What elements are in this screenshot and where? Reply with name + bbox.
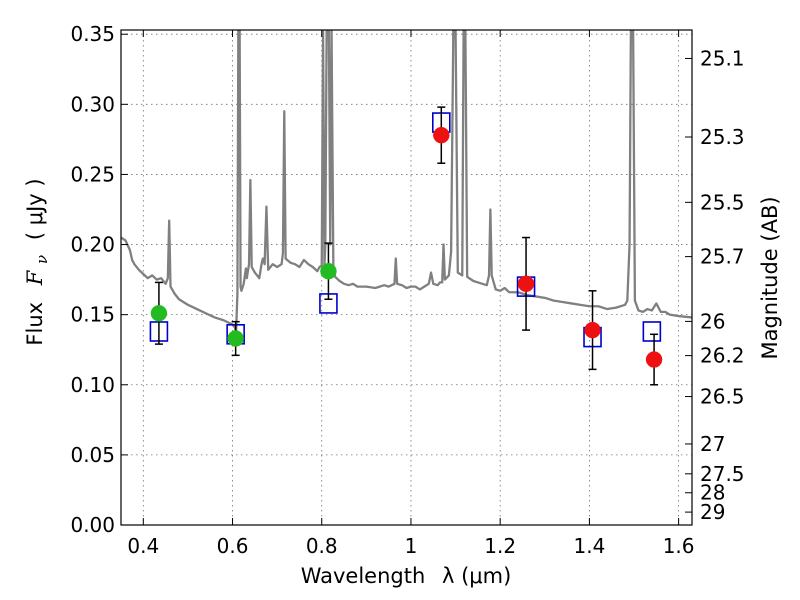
y-tick-label: 0.20 — [70, 233, 115, 257]
plot-frame — [120, 29, 693, 526]
model-box-marker — [642, 321, 662, 342]
y-axis-title-unit: ( μJy ) — [23, 178, 47, 240]
y2-tick-label: 27.5 — [700, 462, 745, 486]
green-point — [227, 330, 244, 347]
green-point — [320, 262, 337, 280]
x-tick-label: 1.4 — [573, 534, 605, 558]
y2-tick-label: 25.3 — [700, 125, 745, 149]
spectrum-line — [121, 30, 692, 333]
y-axis-title-text: Flux — [23, 302, 47, 346]
y2-tick-label: 28 — [700, 481, 725, 505]
red-point — [517, 275, 535, 293]
y-axis-title-math: F — [23, 269, 47, 286]
y2-tick-label: 26 — [700, 309, 725, 333]
y2-tick-label: 25.7 — [700, 245, 745, 269]
x-tick-label: 0.8 — [306, 534, 338, 558]
y-tick-label: 0.35 — [70, 22, 115, 46]
y-tick-label: 0.10 — [70, 373, 115, 397]
y-tick-label: 0.05 — [70, 443, 115, 467]
ticks-layer: 0.4 0.6 0.8 1 1.2 1.4 1.6 0.00 0.05 0.10 0.15 0.20 0… — [70, 22, 744, 558]
y-tick-label: 0.00 — [70, 513, 115, 537]
spectrum-layer — [121, 30, 692, 333]
x-tick-label: 0.4 — [127, 534, 159, 558]
y2-axis-title: Magnitude (AB) — [758, 196, 782, 359]
x-tick-label: 0.6 — [217, 534, 249, 558]
y2-tick-label: 27 — [700, 432, 725, 456]
grid-layer — [121, 30, 692, 526]
x-axis-title: Wavelength λ (μm) — [301, 564, 512, 588]
x-tick-label: 1.6 — [663, 534, 695, 558]
y-axis-title: Flux F ν ( μJy ) — [23, 178, 52, 345]
y2-tick-label: 25.5 — [700, 190, 745, 214]
x-tick-label: 1 — [405, 534, 418, 558]
y2-tick-label: 29 — [700, 500, 725, 524]
y2-tick-label: 25.1 — [700, 46, 745, 70]
x-axis-title-text: Wavelength — [301, 564, 426, 588]
y-tick-label: 0.15 — [70, 303, 115, 327]
points-layer — [149, 106, 663, 386]
green-point — [150, 305, 168, 322]
x-tick-label: 1.2 — [484, 534, 516, 558]
red-point — [645, 351, 663, 368]
y-axis-title-sub: ν — [33, 255, 51, 264]
y2-tick-label: 26.2 — [700, 344, 745, 368]
y2-tick-label: 26.5 — [700, 385, 745, 409]
y-tick-label: 0.25 — [70, 162, 115, 186]
red-point — [433, 126, 450, 144]
y-tick-label: 0.30 — [70, 92, 115, 116]
x-axis-title-math: λ (μm) — [442, 564, 511, 588]
red-point — [584, 321, 601, 339]
